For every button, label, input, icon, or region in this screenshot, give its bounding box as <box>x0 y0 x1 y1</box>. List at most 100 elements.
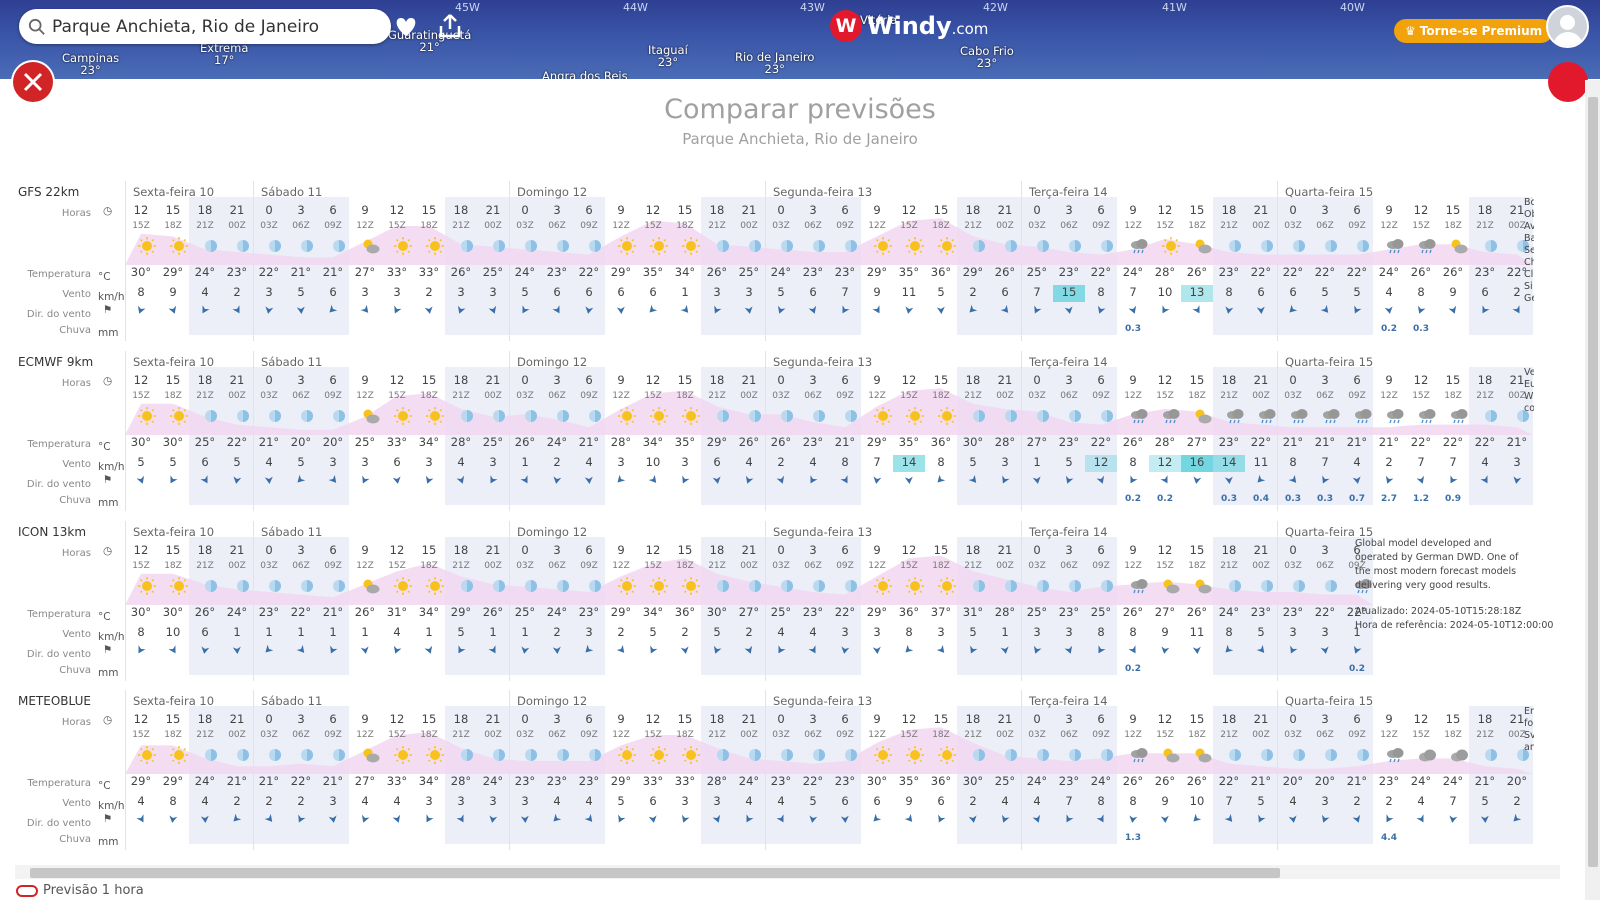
map-place-label[interactable]: Itaguaí 23° <box>648 43 688 69</box>
temperature-cell: 34° <box>674 265 696 279</box>
zulu-cell: 00Z <box>740 561 758 571</box>
zulu-cell: 12Z <box>1124 561 1142 571</box>
wind-cell: 6 <box>1481 285 1489 299</box>
windy-logo[interactable]: W Windy .com <box>830 9 988 43</box>
zulu-cell: 06Z <box>804 391 822 401</box>
temperature-cell: 28° <box>994 605 1016 619</box>
zulu-cell: 00Z <box>228 221 246 231</box>
zulu-cell: 00Z <box>1508 221 1526 231</box>
wind-cell: 2 <box>265 794 273 808</box>
wind-direction-arrow <box>349 473 381 488</box>
zulu-cell: 18Z <box>676 391 694 401</box>
heart-icon[interactable] <box>392 12 420 40</box>
hour-cell: 3 <box>1321 373 1329 387</box>
weather-icon <box>1155 577 1187 598</box>
hour-cell: 12 <box>1157 543 1173 557</box>
wind-direction-arrow <box>541 812 573 827</box>
weather-icon <box>931 237 963 258</box>
hour-cell: 0 <box>777 712 785 726</box>
premium-button[interactable]: ♛ Torne-se Premium <box>1394 19 1554 43</box>
wind-direction-arrow <box>1053 812 1085 827</box>
zulu-cell: 12Z <box>1380 221 1398 231</box>
wind-cell: 5 <box>521 285 529 299</box>
toggle-switch[interactable] <box>16 884 38 897</box>
hour-cell: 0 <box>265 373 273 387</box>
hour-cell: 3 <box>553 712 561 726</box>
hour-cell: 18 <box>1221 203 1237 217</box>
weather-icon <box>611 237 643 258</box>
hour-cell: 18 <box>709 373 725 387</box>
horizontal-scrollbar-thumb[interactable] <box>30 868 1280 878</box>
wind-cell: 4 <box>585 794 593 808</box>
hour-cell: 21 <box>229 712 245 726</box>
wind-direction-arrow <box>1085 643 1117 658</box>
row-label-rain: Chuva <box>59 495 91 506</box>
zulu-cell: 18Z <box>420 221 438 231</box>
hour-cell: 12 <box>645 543 661 557</box>
zulu-cell: 18Z <box>932 730 950 740</box>
hour-cell: 18 <box>453 203 469 217</box>
wind-cell: 5 <box>809 794 817 808</box>
zulu-cell: 00Z <box>484 561 502 571</box>
wind-cell: 3 <box>489 455 497 469</box>
temperature-cell: 21° <box>322 605 344 619</box>
map-place-label[interactable]: Extrema 17° <box>200 41 249 67</box>
map-place-label[interactable]: Vitória <box>860 13 898 27</box>
share-icon[interactable] <box>436 12 464 40</box>
night-column <box>189 197 221 335</box>
zulu-cell: 03Z <box>1284 730 1302 740</box>
hour-cell: 3 <box>553 203 561 217</box>
temperature-cell: 21° <box>290 265 312 279</box>
temperature-cell: 30° <box>130 265 152 279</box>
day-label: Segunda-feira 13 <box>773 355 873 369</box>
hour-cell: 6 <box>585 203 593 217</box>
search-box[interactable]: Parque Anchieta, Rio de Janeiro <box>19 9 391 44</box>
zulu-cell: 03Z <box>1028 221 1046 231</box>
wind-direction-arrow <box>253 812 285 827</box>
hour-cell: 15 <box>1189 203 1205 217</box>
unit-u_wind: km/h <box>98 800 125 812</box>
temperature-cell: 24° <box>738 774 760 788</box>
night-column <box>541 197 573 335</box>
map-place-label[interactable]: Rio de Janeiro 23° <box>735 50 815 76</box>
map-place-label[interactable]: Campinas 23° <box>62 51 120 77</box>
temperature-cell: 22° <box>290 605 312 619</box>
weather-icon <box>1059 577 1091 598</box>
wind-direction-arrow <box>1277 643 1309 658</box>
zulu-cell: 09Z <box>836 391 854 401</box>
zulu-cell: 00Z <box>740 391 758 401</box>
temperature-cell: 21° <box>322 265 344 279</box>
user-avatar[interactable] <box>1546 5 1589 48</box>
temperature-cell: 25° <box>1090 605 1112 619</box>
wind-cell: 8 <box>1225 625 1233 639</box>
zulu-cell: 06Z <box>292 561 310 571</box>
zulu-cell: 09Z <box>324 391 342 401</box>
close-button[interactable] <box>13 62 53 102</box>
windy-logo-icon: W <box>830 10 862 42</box>
weather-icon <box>739 746 771 767</box>
zulu-cell: 18Z <box>1444 391 1462 401</box>
wind-direction-arrow <box>1277 473 1309 488</box>
wind-cell: 6 <box>617 285 625 299</box>
temperature-cell: 26° <box>770 435 792 449</box>
zulu-cell: 21Z <box>196 221 214 231</box>
zulu-cell: 15Z <box>1412 730 1430 740</box>
hourly-toggle[interactable]: Previsão 1 hora <box>16 883 144 898</box>
model-reference-time: Hora de referência: 2024-05-10T12:00:00 <box>1355 620 1554 631</box>
wind-direction-arrow <box>861 643 893 658</box>
hour-cell: 3 <box>297 712 305 726</box>
zulu-cell: 12Z <box>356 561 374 571</box>
map-place-label[interactable]: Angra dos Reis <box>542 69 628 79</box>
zulu-cell: 03Z <box>772 730 790 740</box>
temperature-cell: 35° <box>642 265 664 279</box>
wind-direction-arrow <box>1085 473 1117 488</box>
vertical-scrollbar-thumb[interactable] <box>1588 97 1598 867</box>
weather-icon <box>835 237 867 258</box>
hour-cell: 3 <box>1065 543 1073 557</box>
zulu-cell: 06Z <box>1060 730 1078 740</box>
search-input[interactable]: Parque Anchieta, Rio de Janeiro <box>52 16 320 37</box>
zulu-cell: 21Z <box>708 221 726 231</box>
map-place-label[interactable]: Cabo Frio 23° <box>960 44 1014 70</box>
menu-button[interactable] <box>1548 62 1588 102</box>
wind-direction-arrow <box>1021 303 1053 318</box>
